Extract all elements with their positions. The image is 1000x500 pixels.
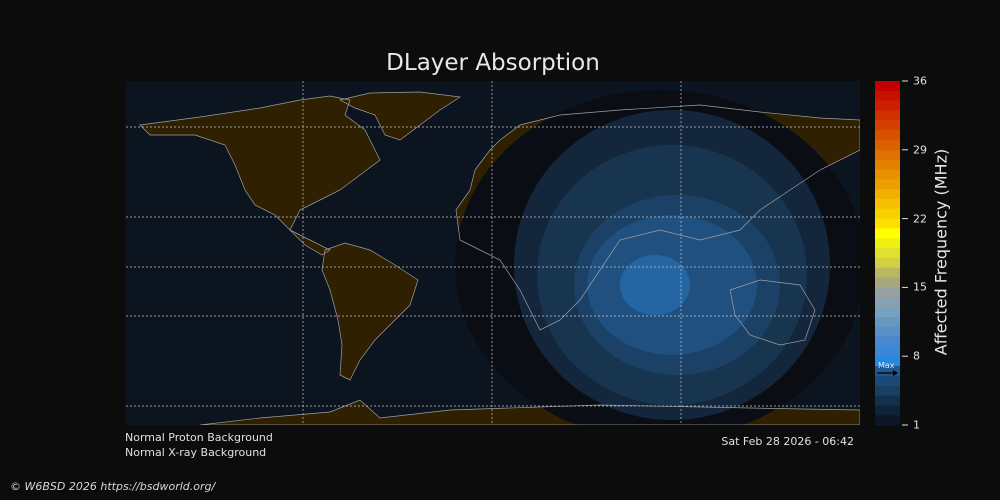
colorbar-segment	[875, 356, 900, 367]
colorbar-tick-label: 36	[913, 74, 927, 88]
colorbar-segment	[875, 277, 900, 288]
colorbar-tick-label: 15	[913, 280, 927, 294]
colorbar-segment	[875, 120, 900, 131]
north-america	[140, 96, 380, 230]
antarctica-coastline	[199, 399, 860, 425]
colorbar-segment	[875, 198, 900, 210]
colorbar-segment	[875, 218, 900, 229]
colorbar-segment	[875, 415, 900, 426]
south-america-coastline	[321, 242, 419, 381]
colorbar-segment	[875, 81, 900, 92]
colorbar-segment	[875, 179, 900, 190]
greenland-coastline	[339, 91, 461, 141]
colorbar-segment	[875, 189, 900, 200]
coastlines	[139, 91, 860, 425]
xray-status: Normal X-ray Background	[125, 446, 267, 459]
page-title: DLayer Absorption	[386, 50, 600, 76]
colorbar-segment	[875, 159, 900, 170]
colorbar-segment	[875, 316, 900, 328]
north-america-coastline	[139, 95, 381, 231]
colorbar-tick-label: 22	[913, 212, 927, 226]
colorbar-segment	[875, 326, 900, 338]
colorbar-segment	[875, 110, 900, 121]
colorbar-segment	[875, 346, 900, 357]
colorbar-segment	[875, 238, 900, 249]
colorbar-tick-label: 8	[913, 349, 920, 363]
colorbar-ticks	[902, 80, 908, 426]
graticule	[126, 81, 860, 425]
colorbar-segment	[875, 307, 900, 318]
proton-status: Normal Proton Background	[125, 431, 273, 444]
absorption-contours	[455, 90, 860, 425]
colorbar-tick-label: 29	[913, 143, 927, 157]
colorbar-tick-label: 1	[913, 418, 920, 432]
colorbar-segment	[875, 267, 900, 279]
colorbar-segment	[875, 130, 900, 141]
colorbar-segment	[875, 169, 900, 180]
colorbar-label: Affected Frequency (MHz)	[931, 148, 951, 356]
colorbar-segment	[875, 149, 900, 161]
colorbar-segment	[875, 208, 900, 220]
absorption-level-6	[620, 255, 690, 315]
colorbar-segment	[875, 100, 900, 111]
colorbar-segment	[875, 366, 900, 377]
australia-coastline	[729, 279, 816, 346]
max-marker-label: Max	[878, 361, 895, 370]
colorbar-segment	[875, 375, 900, 387]
colorbar-segment	[875, 336, 900, 347]
max-arrowhead-icon	[893, 370, 898, 376]
copyright: © W6BSD 2026 https://bsdworld.org/	[10, 480, 216, 493]
colorbar	[875, 81, 900, 426]
colorbar-segment	[875, 90, 900, 102]
colorbar-segment	[875, 385, 900, 397]
colorbar-segment	[875, 248, 900, 259]
central-america-coastline	[289, 229, 331, 256]
colorbar-segment	[875, 257, 900, 269]
colorbar-segment	[875, 405, 900, 416]
colorbar-segment	[875, 139, 900, 151]
europe-africa-coastline	[455, 104, 860, 331]
colorbar-segment	[875, 287, 900, 298]
colorbar-segment	[875, 395, 900, 406]
colorbar-segment	[875, 228, 900, 239]
south-america	[322, 243, 418, 380]
central-america	[290, 230, 330, 255]
colorbar-segment	[875, 297, 900, 308]
timestamp: Sat Feb 28 2026 - 06:42	[721, 435, 854, 448]
greenland	[340, 92, 460, 140]
